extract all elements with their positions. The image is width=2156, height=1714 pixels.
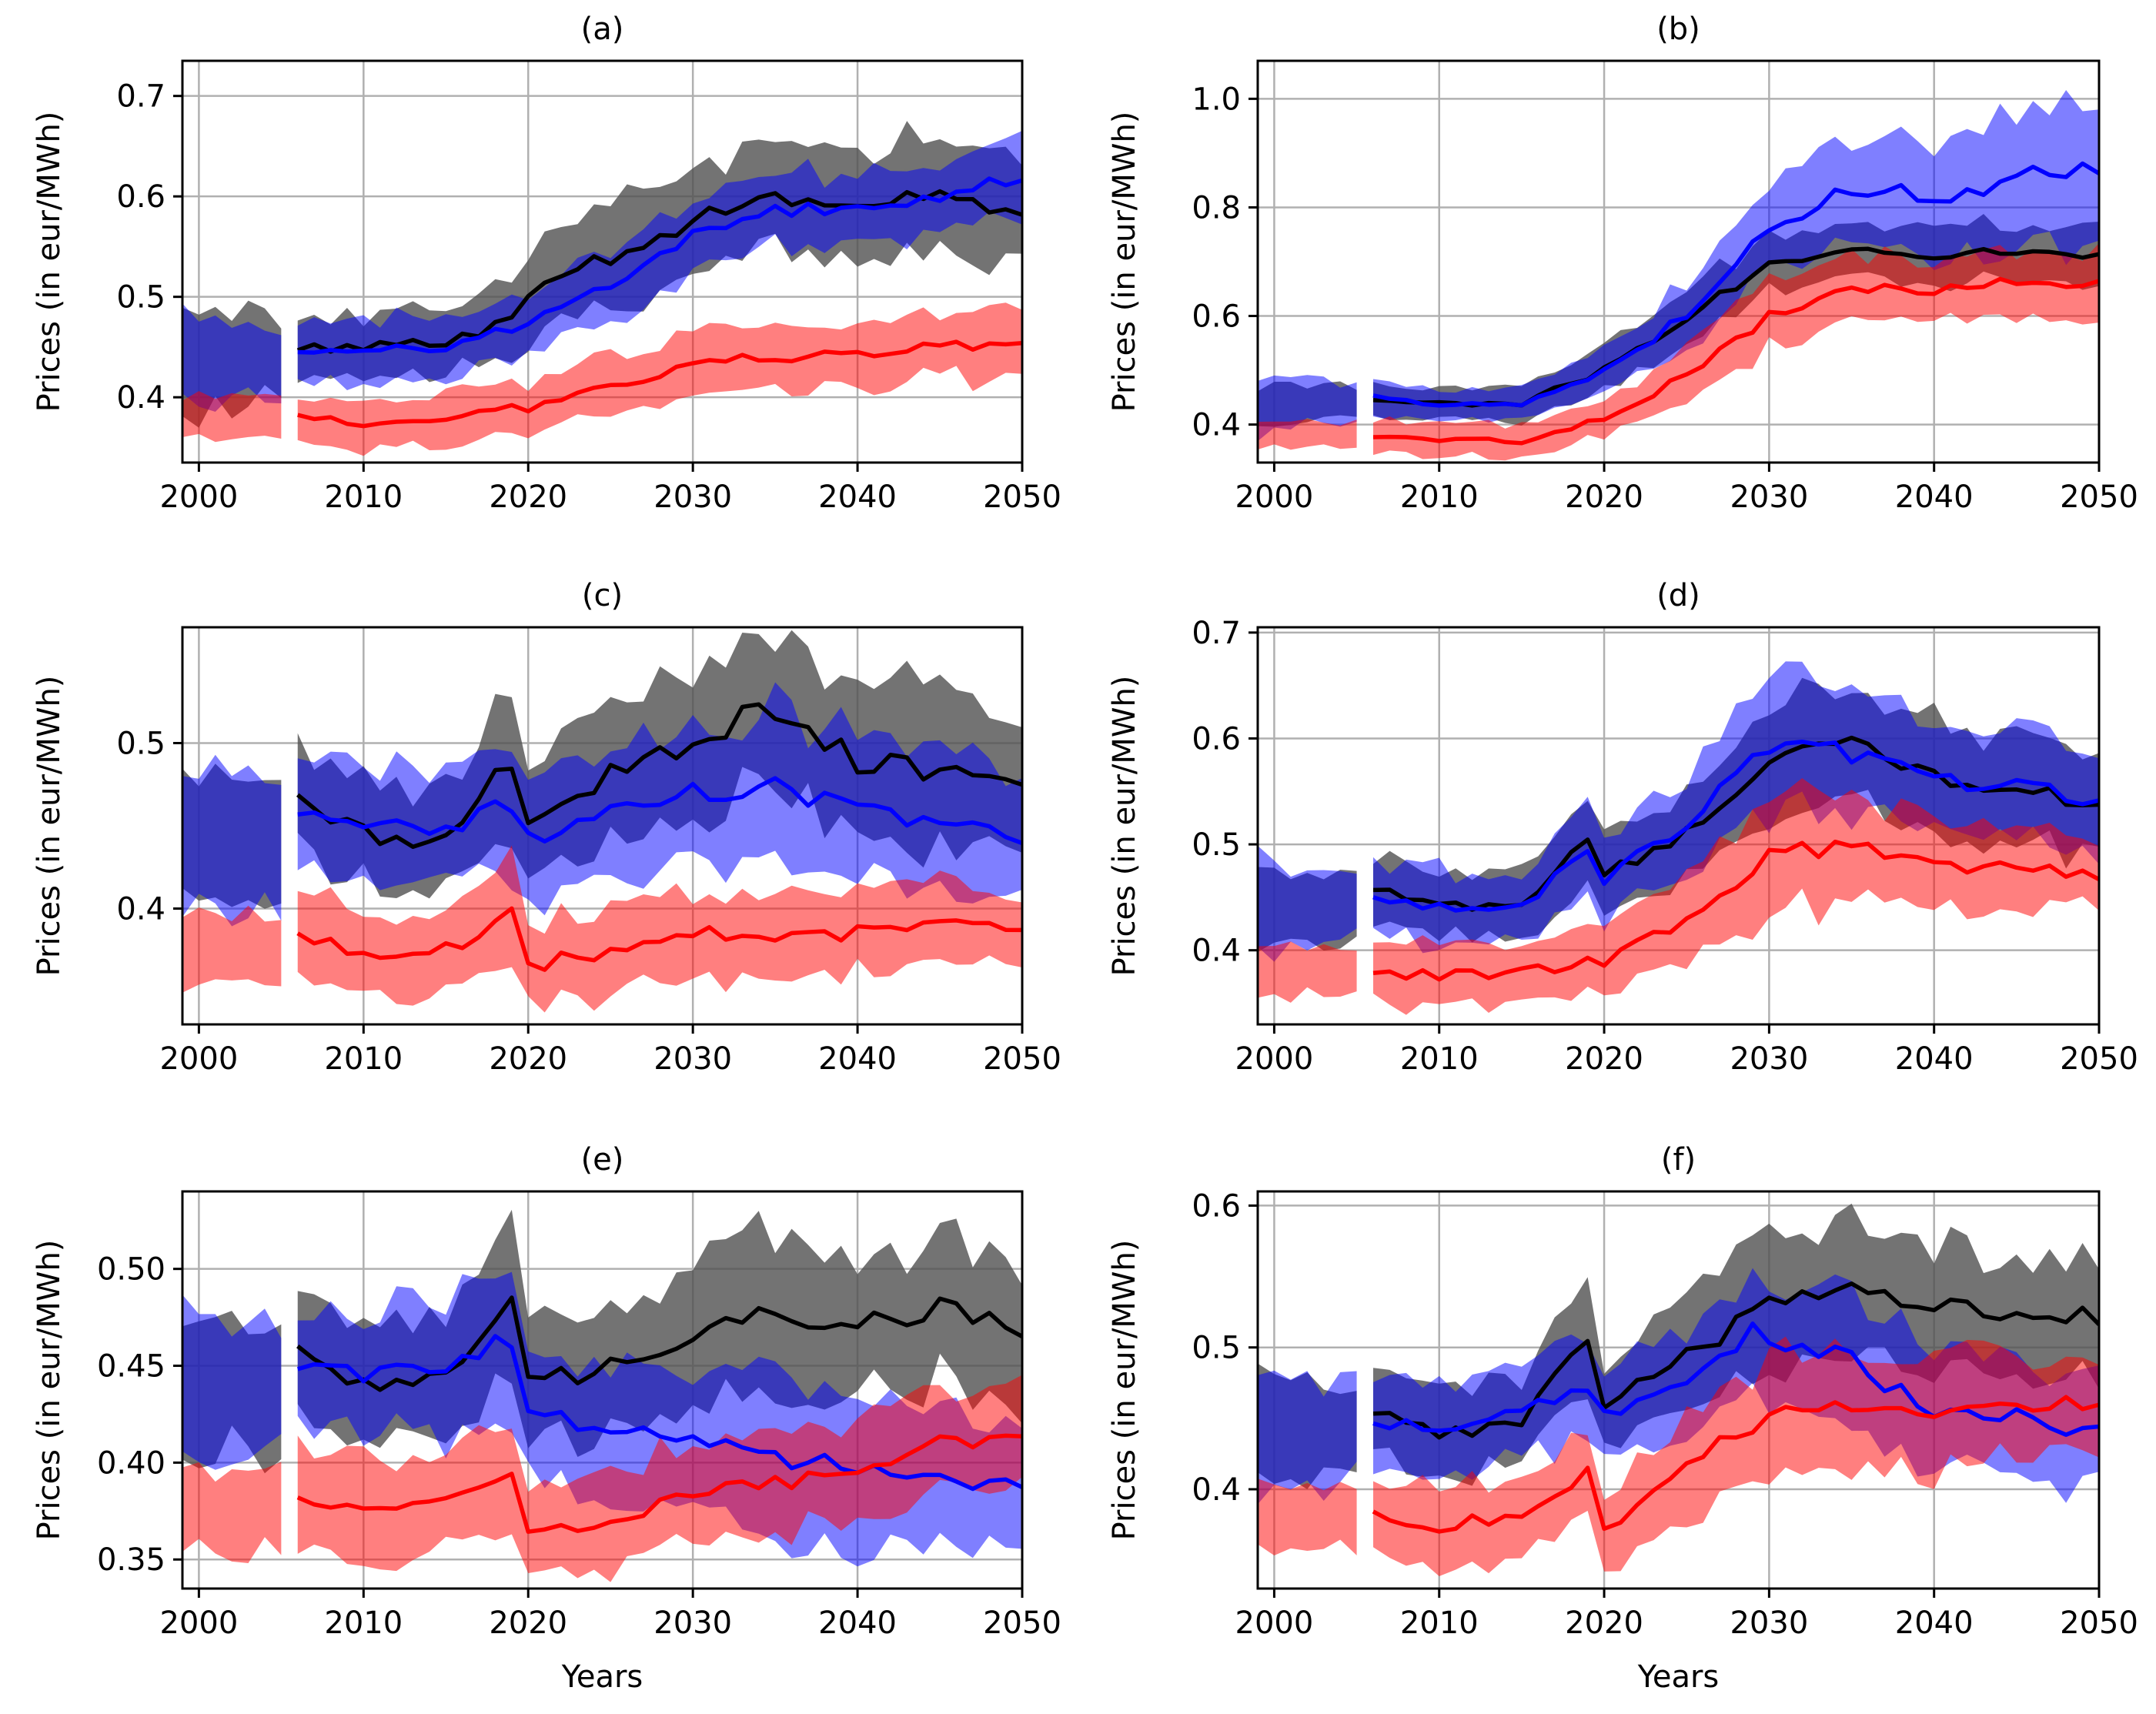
x-tick-label: 2000: [159, 1605, 238, 1641]
plot-area: [182, 1210, 1022, 1582]
y-axis-label: Prices (in eur/MWh): [1107, 1240, 1142, 1541]
x-tick-label: 2030: [653, 479, 732, 515]
y-axis-label: Prices (in eur/MWh): [32, 112, 67, 413]
x-tick-label: 2020: [489, 1605, 567, 1641]
x-tick-label: 2020: [489, 1041, 567, 1077]
x-tick-label: 2040: [818, 1605, 897, 1641]
x-tick-label: 2000: [1235, 1041, 1314, 1077]
y-tick-label: 0.4: [116, 892, 165, 927]
y-tick-label: 0.5: [116, 280, 165, 316]
x-tick-label: 2000: [159, 479, 238, 515]
y-tick-label: 0.5: [1192, 827, 1241, 863]
plot-area: [182, 121, 1022, 456]
x-tick-label: 2030: [653, 1041, 732, 1077]
y-axis-label: Prices (in eur/MWh): [1107, 676, 1142, 977]
panel-b: 2000 2010 2020 2030 2040 2050 0.4 0.6 0.8 1.0 (b) P…: [1107, 12, 2138, 515]
panel-d: 2000 2010 2020 2030 2040 2050 0.4 0.5 0.6 0.7 (d) P…: [1107, 578, 2138, 1077]
y-tick-label: 0.45: [97, 1349, 165, 1385]
y-tick-label: 0.40: [97, 1445, 165, 1481]
y-tick-label: 0.6: [1192, 299, 1241, 335]
plot-area: [1258, 661, 2099, 1014]
x-tick-label: 2010: [1400, 1605, 1479, 1641]
x-tick-label: 2000: [159, 1041, 238, 1077]
y-axis-label: Prices (in eur/MWh): [32, 676, 67, 977]
x-tick-label: 2010: [1400, 1041, 1479, 1077]
panel-title: (e): [581, 1142, 624, 1178]
y-tick-label: 0.35: [97, 1542, 165, 1578]
panel-title: (c): [582, 578, 623, 613]
y-tick-label: 0.5: [116, 727, 165, 762]
x-tick-label: 2010: [324, 1605, 403, 1641]
panel-e: 2000 2010 2020 2030 2040 2050 0.35 0.40 0.45 0.50…: [32, 1142, 1061, 1695]
y-tick-label: 0.8: [1192, 190, 1241, 226]
y-tick-label: 0.50: [97, 1252, 165, 1288]
panel-c: 2000 2010 2020 2030 2040 2050 0.4 0.5 (c) Prices …: [32, 578, 1061, 1077]
x-tick-label: 2050: [983, 479, 1061, 515]
x-tick-label: 2010: [324, 479, 403, 515]
y-tick-label: 0.5: [1192, 1331, 1241, 1366]
y-tick-label: 0.7: [1192, 616, 1241, 651]
x-tick-label: 2040: [1895, 1041, 1974, 1077]
band-red: [182, 391, 281, 442]
band-red: [1258, 1478, 1357, 1555]
panel-a: 2000 2010 2020 2030 2040 2050 0.4 0.5 0.6 0.7 (a) P…: [32, 12, 1061, 515]
x-tick-label: 2040: [818, 479, 897, 515]
y-tick-label: 0.6: [1192, 721, 1241, 757]
y-tick-label: 0.4: [116, 380, 165, 416]
y-tick-label: 0.4: [1192, 1472, 1241, 1508]
y-axis-label: Prices (in eur/MWh): [1107, 112, 1142, 413]
x-tick-label: 2050: [2060, 479, 2138, 515]
panel-title: (a): [581, 12, 624, 47]
x-tick-label: 2010: [1400, 479, 1479, 515]
x-axis-label: Years: [1637, 1659, 1720, 1695]
x-tick-label: 2050: [983, 1605, 1061, 1641]
x-tick-label: 2000: [1235, 479, 1314, 515]
x-tick-label: 2030: [653, 1605, 732, 1641]
x-tick-label: 2050: [2060, 1605, 2138, 1641]
x-tick-label: 2020: [489, 479, 567, 515]
band-red: [182, 1462, 281, 1563]
panel-title: (f): [1661, 1142, 1696, 1178]
x-tick-label: 2030: [1730, 1605, 1808, 1641]
y-tick-label: 0.4: [1192, 934, 1241, 969]
y-tick-label: 0.6: [1192, 1188, 1241, 1224]
x-tick-label: 2000: [1235, 1605, 1314, 1641]
x-tick-label: 2010: [324, 1041, 403, 1077]
panel-title: (b): [1656, 12, 1700, 47]
x-tick-label: 2030: [1730, 1041, 1808, 1077]
x-tick-label: 2020: [1565, 1605, 1643, 1641]
panel-f: 2000 2010 2020 2030 2040 2050 0.4 0.5 0.6 (f) Pric…: [1107, 1142, 2138, 1695]
plot-area: [182, 630, 1022, 1013]
plot-area: [1258, 90, 2099, 460]
y-axis-label: Prices (in eur/MWh): [32, 1240, 67, 1541]
x-tick-label: 2050: [983, 1041, 1061, 1077]
y-tick-label: 0.6: [116, 179, 165, 215]
y-tick-label: 1.0: [1192, 82, 1241, 117]
x-tick-label: 2020: [1565, 479, 1643, 515]
band-red: [1258, 941, 1357, 1003]
y-tick-label: 0.7: [116, 79, 165, 115]
figure: 2000 2010 2020 2030 2040 2050 0.4 0.5 0.6 0.7 (a) P…: [0, 0, 2156, 1714]
x-tick-label: 2040: [818, 1041, 897, 1077]
panel-title: (d): [1656, 578, 1700, 613]
x-tick-label: 2040: [1895, 479, 1974, 515]
x-tick-label: 2050: [2060, 1041, 2138, 1077]
x-tick-label: 2030: [1730, 479, 1808, 515]
x-tick-label: 2020: [1565, 1041, 1643, 1077]
y-tick-label: 0.4: [1192, 408, 1241, 443]
x-axis-label: Years: [561, 1659, 643, 1695]
plot-area: [1258, 1204, 2099, 1576]
x-tick-label: 2040: [1895, 1605, 1974, 1641]
